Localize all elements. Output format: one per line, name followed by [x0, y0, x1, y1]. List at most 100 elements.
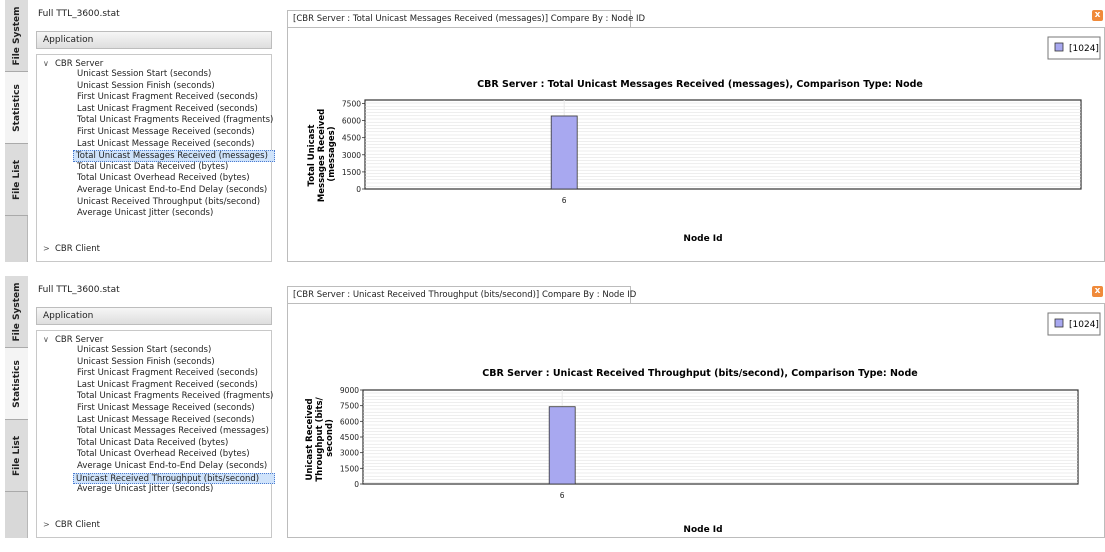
x-axis-label: Node Id	[683, 234, 722, 244]
tree-item[interactable]: Average Unicast End-to-End Delay (second…	[77, 184, 268, 195]
tree-item[interactable]: Total Unicast Messages Received (message…	[77, 426, 269, 437]
tab-label: File List	[11, 159, 22, 200]
tree-item[interactable]: Total Unicast Fragments Received (fragme…	[77, 391, 274, 402]
tab-file-list[interactable]: File List	[5, 144, 28, 216]
y-tick-label: 0	[354, 480, 359, 489]
chevron-down-icon[interactable]: ∨	[43, 59, 49, 68]
close-icon[interactable]: x	[1092, 286, 1103, 297]
bar[interactable]	[548, 406, 576, 485]
stats-panel: File System Statistics File List Full TT…	[0, 276, 1105, 552]
legend-swatch	[1054, 318, 1064, 328]
y-axis-label-line: (messages)	[327, 126, 337, 181]
tab-label: File List	[11, 435, 22, 476]
x-axis-label: Node Id	[683, 525, 722, 535]
stats-panel: File System Statistics File List Full TT…	[5, 0, 1105, 262]
legend-box	[1047, 36, 1101, 60]
y-tick-label: 1500	[340, 464, 359, 473]
tab-file-list[interactable]: File List	[5, 420, 28, 492]
tab-label: Statistics	[11, 83, 22, 132]
tree-node-label: CBR Server	[55, 59, 104, 69]
tab-statistics[interactable]: Statistics	[5, 348, 28, 420]
stat-file-name: Full TTL_3600.stat	[38, 9, 120, 19]
y-tick-label: 6000	[342, 117, 361, 126]
tree-node-cbr-client[interactable]: > CBR Client	[43, 243, 100, 254]
stat-file-name: Full TTL_3600.stat	[38, 285, 120, 295]
x-tick-label: 6	[562, 196, 567, 205]
y-tick-label: 0	[356, 185, 361, 194]
application-header[interactable]: Application	[36, 31, 272, 49]
chart-tab[interactable]: [CBR Server : Unicast Received Throughpu…	[287, 286, 636, 303]
y-tick-label: 1500	[342, 168, 361, 177]
legend-swatch	[1054, 42, 1064, 52]
tree-node-cbr-server[interactable]: ∨ CBR Server	[43, 334, 103, 345]
chart-title: CBR Server : Unicast Received Throughput…	[482, 368, 917, 379]
tree-node-label: CBR Client	[55, 520, 100, 530]
y-tick-label: 7500	[342, 99, 361, 108]
plot-area: 0 1500 3000 4500 6000 7500 6	[342, 99, 1082, 205]
tree-item[interactable]: Average Unicast End-to-End Delay (second…	[77, 460, 268, 471]
tree-item[interactable]: First Unicast Message Received (seconds)	[77, 126, 255, 137]
y-tick-label: 7500	[340, 402, 359, 411]
tree-item[interactable]: Total Unicast Overhead Received (bytes)	[77, 173, 250, 184]
application-header[interactable]: Application	[36, 307, 272, 325]
tree-item[interactable]: First Unicast Fragment Received (seconds…	[77, 92, 258, 103]
chevron-right-icon[interactable]: >	[43, 244, 50, 253]
tree-item[interactable]: Last Unicast Message Received (seconds)	[77, 138, 255, 149]
close-icon[interactable]: x	[1092, 10, 1103, 21]
bar-chart: [1024] CBR Server : Total Unicast Messag…	[307, 36, 1101, 244]
y-tick-label: 4500	[340, 433, 359, 442]
y-tick-label: 9000	[340, 386, 359, 395]
tree-item[interactable]: Last Unicast Message Received (seconds)	[77, 414, 255, 425]
tree-item[interactable]: Total Unicast Data Received (bytes)	[77, 161, 229, 172]
tree-item-list: Unicast Session Start (seconds) Unicast …	[73, 345, 276, 496]
tree-item[interactable]: Last Unicast Fragment Received (seconds)	[77, 103, 258, 114]
tree-item[interactable]: First Unicast Message Received (seconds)	[77, 402, 255, 413]
tree-item[interactable]: Total Unicast Overhead Received (bytes)	[77, 449, 250, 460]
y-tick-label: 3000	[340, 449, 359, 458]
tab-file-system[interactable]: File System	[5, 276, 28, 348]
chevron-down-icon[interactable]: ∨	[43, 335, 49, 344]
tree-item[interactable]: Total Unicast Data Received (bytes)	[77, 437, 229, 448]
legend-label: [1024]	[1069, 44, 1099, 54]
plot-area: 0 1500 3000 4500 6000 7500 9000 6	[340, 386, 1079, 500]
tree-item[interactable]: Average Unicast Jitter (seconds)	[77, 484, 214, 495]
tab-file-system[interactable]: File System	[5, 0, 28, 72]
tree-item[interactable]: Unicast Received Throughput (bits/second…	[77, 196, 261, 207]
tree-item[interactable]: Average Unicast Jitter (seconds)	[77, 208, 214, 219]
tree-node-label: CBR Server	[55, 335, 104, 345]
y-axis-label: Unicast Received Throughput (bits/ secon…	[305, 394, 335, 481]
tree-item[interactable]: Last Unicast Fragment Received (seconds)	[77, 379, 258, 390]
chart-area: [1024] CBR Server : Unicast Received Thr…	[287, 303, 1105, 538]
side-tab-strip: File System Statistics File List	[5, 0, 28, 262]
y-axis-label-line: Unicast Received	[305, 398, 315, 480]
tab-label: File System	[11, 281, 22, 342]
x-tick-label: 6	[560, 491, 565, 500]
chart-tab[interactable]: [CBR Server : Total Unicast Messages Rec…	[287, 10, 645, 27]
chevron-right-icon[interactable]: >	[43, 520, 50, 529]
tree-node-label: CBR Client	[55, 244, 100, 254]
statistics-tree: ∨ CBR Server Unicast Session Start (secon…	[36, 54, 276, 262]
tree-item[interactable]: Unicast Session Finish (seconds)	[77, 356, 215, 367]
bar-chart: [1024] CBR Server : Unicast Received Thr…	[305, 312, 1101, 535]
y-tick-label: 6000	[340, 417, 359, 426]
tree-node-cbr-client[interactable]: > CBR Client	[43, 519, 100, 530]
tree-item-list: Unicast Session Start (seconds) Unicast …	[73, 69, 276, 220]
tree-item-selected[interactable]: Unicast Received Throughput (bits/second…	[73, 472, 276, 485]
tree-item[interactable]: Total Unicast Fragments Received (fragme…	[77, 115, 274, 126]
bar[interactable]	[550, 115, 578, 190]
y-axis-label-line: Throughput (bits/	[315, 396, 325, 481]
tree-item[interactable]: Unicast Session Start (seconds)	[77, 345, 212, 355]
side-tab-strip: File System Statistics File List	[5, 276, 28, 538]
tab-label: Statistics	[11, 359, 22, 408]
y-axis-label-line: Total Unicast	[307, 125, 317, 187]
tree-node-cbr-server[interactable]: ∨ CBR Server	[43, 58, 103, 69]
tab-statistics[interactable]: Statistics	[5, 72, 28, 144]
tree-item[interactable]: Unicast Session Finish (seconds)	[77, 80, 215, 91]
tree-item[interactable]: Unicast Session Start (seconds)	[77, 69, 212, 79]
tree-item-selected[interactable]: Total Unicast Messages Received (message…	[73, 150, 276, 162]
chart-title: CBR Server : Total Unicast Messages Rece…	[477, 79, 923, 90]
y-axis-label-line: second)	[325, 419, 335, 457]
tree-item[interactable]: First Unicast Fragment Received (seconds…	[77, 368, 258, 379]
y-axis-label-line: Messages Received	[317, 109, 327, 202]
legend-box	[1047, 312, 1101, 336]
